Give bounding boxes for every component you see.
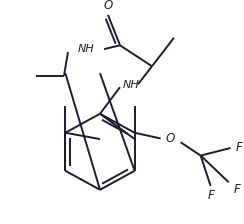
Text: NH: NH xyxy=(78,44,94,54)
Text: F: F xyxy=(233,183,240,196)
Text: O: O xyxy=(103,0,113,12)
Text: F: F xyxy=(207,189,214,202)
Text: NH: NH xyxy=(123,80,139,90)
Text: F: F xyxy=(235,142,242,155)
Text: O: O xyxy=(166,132,175,145)
